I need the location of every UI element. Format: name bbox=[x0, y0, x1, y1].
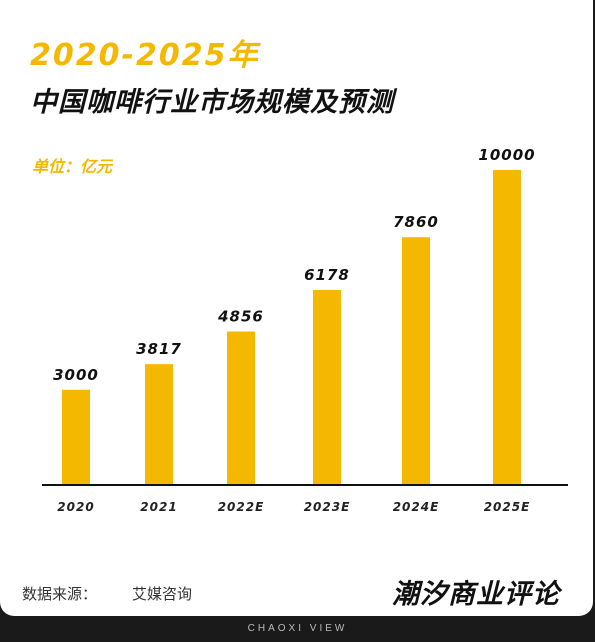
data-label-2022E: 4856 bbox=[217, 308, 264, 326]
bar-2025E bbox=[493, 170, 521, 484]
source-label: 数据来源： bbox=[22, 585, 98, 603]
bar-chart: 3000 2020 3817 2021 4856 2022E 6178 2023E 7860 20… bbox=[42, 146, 568, 514]
chart-year-range: 2020-2025年 bbox=[30, 38, 260, 73]
bar-2022E bbox=[227, 331, 255, 484]
source-value: 艾媒咨询 bbox=[132, 585, 193, 603]
bar-2021 bbox=[145, 364, 173, 484]
bar-2020 bbox=[62, 389, 90, 484]
x-tick-label-2022E: 2022E bbox=[218, 500, 265, 514]
unit-label: 单位：亿元 bbox=[32, 157, 113, 176]
data-label-2025E: 10000 bbox=[478, 146, 535, 164]
chart-title: 中国咖啡行业市场规模及预测 bbox=[30, 87, 394, 118]
x-tick-label-2024E: 2024E bbox=[393, 500, 440, 514]
brand-logo-text: 潮汐商业评论 bbox=[392, 579, 560, 610]
data-label-2023E: 6178 bbox=[304, 266, 350, 284]
brand-footer: CHAOXI VIEW bbox=[247, 623, 348, 634]
data-label-2021: 3817 bbox=[136, 340, 182, 358]
bar-2024E bbox=[402, 237, 430, 484]
data-label-2024E: 7860 bbox=[393, 213, 439, 231]
x-tick-label-2021: 2021 bbox=[140, 500, 177, 514]
x-tick-label-2020: 2020 bbox=[57, 500, 94, 514]
x-tick-label-2023E: 2023E bbox=[304, 500, 351, 514]
chart-card: 2020-2025年 中国咖啡行业市场规模及预测 单位：亿元 3000 2020 3… bbox=[0, 0, 593, 616]
bar-2023E bbox=[313, 290, 341, 484]
data-label-2020: 3000 bbox=[53, 366, 99, 384]
x-tick-label-2025E: 2025E bbox=[484, 500, 531, 514]
